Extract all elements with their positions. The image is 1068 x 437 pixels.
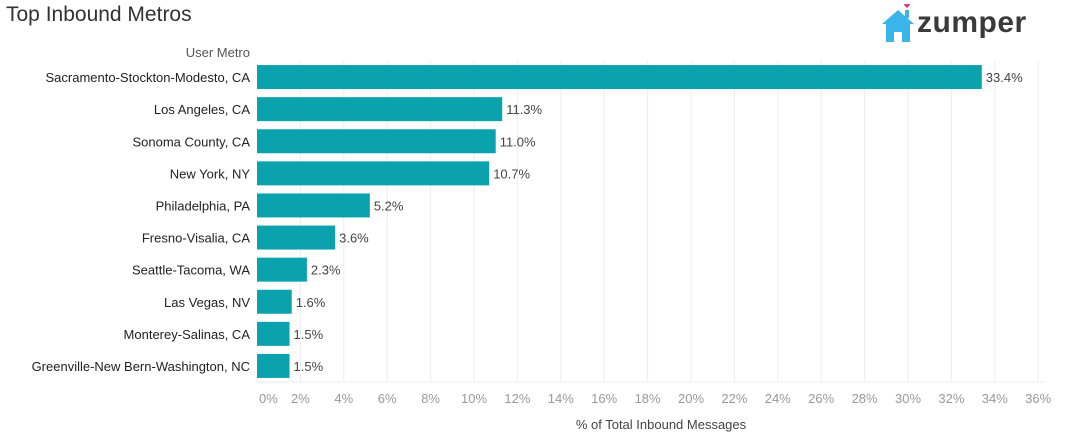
x-tick-label: 30%	[895, 391, 921, 406]
category-label: Greenville-New Bern-Washington, NC	[32, 359, 250, 374]
x-tick-label: 12%	[504, 391, 530, 406]
data-label: 11.3%	[506, 102, 542, 117]
category-label: Monterey-Salinas, CA	[124, 327, 251, 342]
category-label: Los Angeles, CA	[154, 102, 250, 117]
bar[interactable]	[257, 65, 982, 90]
x-tick-label: 22%	[721, 391, 747, 406]
x-axis-title: % of Total Inbound Messages	[576, 417, 747, 432]
x-tick-label: 18%	[635, 391, 661, 406]
x-tick-label: 8%	[421, 391, 440, 406]
x-tick-label: 2%	[291, 391, 310, 406]
heart-icon	[904, 4, 910, 8]
bar[interactable]	[257, 129, 496, 154]
data-label: 10.7%	[493, 166, 530, 181]
bar[interactable]	[257, 225, 336, 250]
bar[interactable]	[257, 353, 290, 378]
x-tick-label: 32%	[938, 391, 964, 406]
category-label: Fresno-Visalia, CA	[142, 231, 250, 246]
category-label: Seattle-Tacoma, WA	[132, 263, 250, 278]
data-label: 1.6%	[296, 295, 326, 310]
bar[interactable]	[257, 161, 490, 186]
data-label: 1.5%	[294, 359, 324, 374]
data-label: 2.3%	[311, 263, 341, 278]
x-tick-label: 10%	[461, 391, 487, 406]
data-label: 33.4%	[986, 70, 1023, 85]
chart-title: Top Inbound Metros	[6, 3, 192, 26]
x-tick-label: 34%	[982, 391, 1008, 406]
category-label: Philadelphia, PA	[156, 198, 251, 213]
x-tick-label: 36%	[1025, 391, 1051, 406]
category-label: Sonoma County, CA	[132, 134, 250, 149]
row-header: User Metro	[186, 45, 250, 60]
x-tick-label: 28%	[852, 391, 878, 406]
bar[interactable]	[257, 257, 307, 282]
x-tick-label: 4%	[334, 391, 353, 406]
x-tick-label: 0%	[259, 391, 278, 406]
x-tick-label: 14%	[548, 391, 574, 406]
data-label: 5.2%	[374, 198, 404, 213]
bar[interactable]	[257, 289, 292, 314]
bar[interactable]	[257, 321, 290, 346]
category-label: New York, NY	[170, 166, 251, 181]
bar[interactable]	[257, 193, 370, 218]
bar[interactable]	[257, 97, 503, 122]
data-label: 1.5%	[294, 327, 324, 342]
x-tick-label: 24%	[765, 391, 791, 406]
x-tick-label: 20%	[678, 391, 704, 406]
zumper-logo: zumper	[880, 4, 1040, 44]
x-tick-label: 16%	[591, 391, 617, 406]
x-tick-label: 26%	[808, 391, 834, 406]
house-icon	[882, 4, 914, 42]
data-label: 11.0%	[500, 134, 536, 149]
category-label: Sacramento-Stockton-Modesto, CA	[46, 70, 251, 85]
logo-text: zumper	[917, 6, 1027, 39]
data-label: 3.6%	[339, 231, 369, 246]
category-label: Las Vegas, NV	[164, 295, 250, 310]
x-tick-label: 6%	[378, 391, 397, 406]
